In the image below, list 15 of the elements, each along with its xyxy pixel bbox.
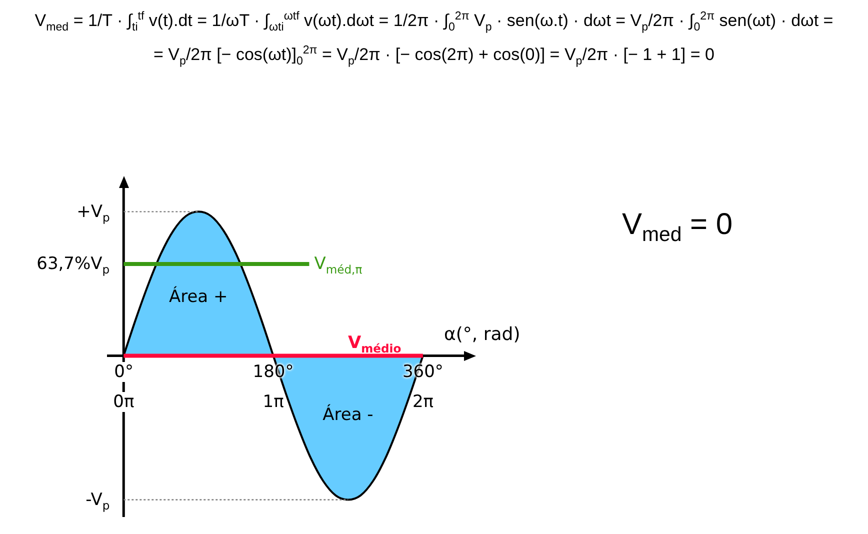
x-axis-title: α(°, rad) <box>444 324 520 346</box>
annotation: Área + <box>168 286 228 308</box>
annotation: Área - <box>322 404 374 426</box>
x2-tick-label: 1π <box>262 392 284 412</box>
x-tick-label: 0° <box>114 362 134 382</box>
text: V$_{med}$ = 0 <box>622 208 733 246</box>
annotation: +V$_{p}$ <box>76 202 110 224</box>
ref-line-label: V$_{méd,π}$ <box>314 254 362 276</box>
annotation: -V$_{p}$ <box>86 490 110 512</box>
text: = V$_{p}$/2π [− cos(ωt)]$_{0}$$^{2π}$ = V$_{p}$/2π · [− cos(2π) + cos(0)] = V$_{p}$/2π · [− 1 + 1] = 0 <box>154 44 714 68</box>
text: V$_{med}$ = 1/T · ∫$_{ti}$$^{tf}$ v(t).dt = 1/ωT · ∫$_{ωti}$$^{ωtf}$ v(ωt).dωt = 1/2π · ∫$_{0}$$^{2π}$ V$_{p}$ · sen(ω.t) · dωt = V$_{p}$/2π · ∫$_{0}$$^{2π}$ sen(ωt) · dωt = <box>34 10 834 34</box>
x2-tick-label: 0π <box>113 392 134 412</box>
ref-line-label: V$_{médio}$ <box>348 332 402 356</box>
x2-tick-label: 2π <box>412 392 434 412</box>
annotation: 63,7%V$_{p}$ <box>36 254 110 276</box>
